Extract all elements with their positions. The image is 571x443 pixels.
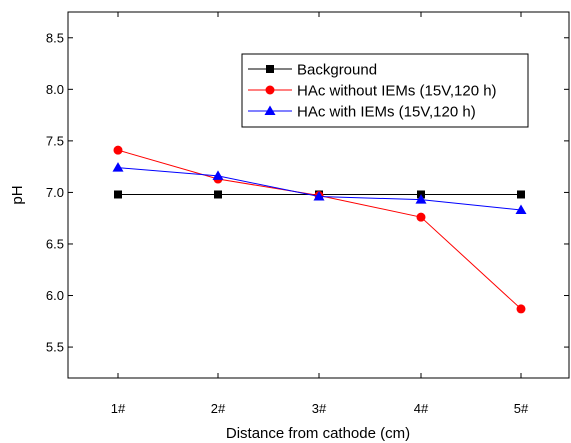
y-tick-label: 8.5 (46, 30, 64, 45)
legend-swatch-marker (265, 85, 275, 95)
x-tick-label: 1# (111, 401, 126, 416)
series-1-point (517, 190, 525, 199)
y-tick-label: 6.5 (46, 236, 64, 251)
series-3-point (515, 204, 527, 214)
series-2-point (416, 212, 426, 222)
legend-items: Background HAc without IEMs (15V,120 h) HA… (248, 62, 497, 121)
y-tick-label: 7.0 (46, 185, 64, 200)
series-3 (112, 162, 527, 214)
series-layer (112, 145, 527, 314)
legend: Background HAc without IEMs (15V,120 h) HA… (241, 53, 529, 128)
x-tick-label: 2# (211, 401, 226, 416)
y-tick-label: 7.5 (46, 133, 64, 148)
x-axis-ticks: 1# 2# 3# 4# 5# (111, 12, 529, 416)
series-2-point (516, 304, 526, 314)
series-2-line (117, 149, 522, 310)
legend-item-3: HAc with IEMs (15V,120 h) (248, 104, 476, 121)
legend-item-2: HAc without IEMs (15V,120 h) (248, 83, 497, 100)
series-1-point (214, 190, 222, 199)
series-2-point (113, 145, 123, 155)
legend-label: Background (297, 62, 377, 79)
series-3-point (212, 170, 224, 180)
x-tick-label: 4# (414, 401, 429, 416)
series-3-point (313, 191, 325, 201)
legend-label: HAc without IEMs (15V,120 h) (297, 83, 497, 100)
series-1-point (114, 190, 122, 199)
series-3-point (415, 194, 427, 204)
legend-swatch-marker (266, 65, 274, 73)
x-tick-label: 3# (312, 401, 327, 416)
y-tick-label: 8.0 (46, 82, 64, 97)
legend-label: HAc with IEMs (15V,120 h) (297, 104, 476, 121)
x-axis-title: Distance from cathode (cm) (226, 425, 410, 442)
legend-swatch-marker (264, 105, 276, 115)
y-tick-label: 6.0 (46, 288, 64, 303)
y-tick-label: 5.5 (46, 340, 64, 355)
series-3-line (117, 167, 522, 211)
y-axis-title: pH (9, 185, 26, 204)
x-tick-label: 5# (514, 401, 529, 416)
y-axis-ticks: 5.5 6.0 6.5 7.0 7.5 8.0 8.5 (46, 30, 569, 355)
series-2 (113, 145, 526, 314)
series-3-point (112, 162, 124, 172)
legend-item-1: Background (248, 62, 377, 79)
